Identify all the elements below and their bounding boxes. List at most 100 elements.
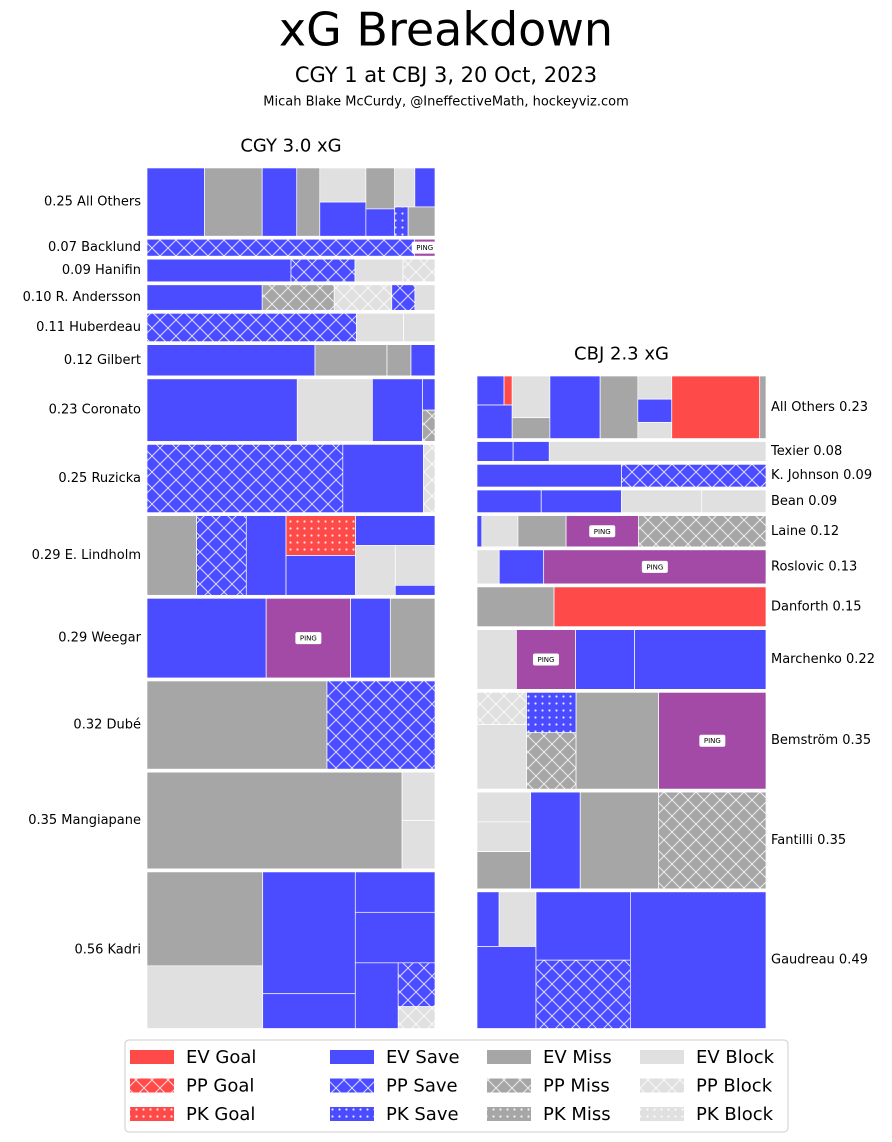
- player-label: 0.11 Huberdeau: [36, 320, 141, 335]
- shot: [262, 993, 356, 1029]
- shot: [759, 375, 767, 439]
- shot: [621, 489, 703, 513]
- shot: [314, 344, 388, 377]
- legend-swatch-pattern: [640, 1078, 684, 1093]
- shot: [296, 167, 321, 237]
- legend-swatch-pattern: [330, 1107, 374, 1121]
- player-label: Texier 0.08: [770, 444, 842, 459]
- player-label: Marchenko 0.22: [771, 652, 875, 667]
- chart-title: xG Breakdown: [279, 3, 613, 57]
- shot: [285, 555, 356, 596]
- shot: [476, 724, 527, 790]
- shot: [517, 515, 567, 548]
- shot: [397, 962, 436, 1007]
- shot: [511, 375, 551, 419]
- player-label: All Others 0.23: [771, 400, 868, 415]
- legend-label: PK Goal: [186, 1104, 255, 1125]
- player-label: 0.32 Dubé: [73, 718, 141, 733]
- shot: [526, 732, 577, 790]
- shot: [476, 851, 532, 890]
- shot: [637, 375, 673, 400]
- shot: [403, 312, 436, 342]
- player-label: 0.29 E. Lindholm: [32, 548, 141, 563]
- player-label: Roslovic 0.13: [771, 559, 857, 574]
- legend-label: EV Miss: [543, 1047, 612, 1068]
- shot: [575, 691, 660, 790]
- shot: [146, 344, 316, 377]
- shot: [671, 375, 761, 439]
- shot: [549, 375, 601, 439]
- shot: [196, 515, 247, 596]
- shot: [319, 167, 367, 203]
- team-title: CGY 3.0 xG: [240, 135, 341, 156]
- shot: [391, 284, 416, 311]
- shot: [701, 489, 767, 513]
- shot: [476, 691, 527, 725]
- shot: [535, 891, 631, 961]
- shot: [401, 820, 436, 870]
- player-label: Fantilli 0.35: [771, 833, 846, 848]
- legend-swatch: [640, 1050, 684, 1064]
- shot: [579, 791, 660, 890]
- shot: [414, 167, 436, 208]
- ping-label: PING: [537, 656, 554, 664]
- legend-label: EV Goal: [186, 1047, 256, 1068]
- player-label: K. Johnson 0.09: [771, 468, 872, 483]
- shot: [333, 284, 393, 311]
- shot: [354, 911, 436, 964]
- shot: [394, 545, 436, 586]
- chart-credit: Micah Blake McCurdy, @IneffectiveMath, h…: [263, 95, 629, 110]
- ping-label: PING: [300, 635, 317, 643]
- shot: [530, 791, 581, 890]
- ping-tag: [699, 734, 726, 747]
- shot: [326, 680, 436, 770]
- legend-label: PK Miss: [543, 1104, 611, 1125]
- ping-label: PING: [646, 563, 663, 571]
- shot: [476, 515, 483, 548]
- shot: [261, 167, 298, 237]
- player-label: 0.10 R. Andersson: [23, 290, 141, 305]
- chart-subtitle: CGY 1 at CBJ 3, 20 Oct, 2023: [295, 63, 597, 87]
- shot: [146, 771, 403, 870]
- legend-label: PK Block: [696, 1104, 774, 1125]
- shot: [261, 284, 335, 311]
- shot: [503, 375, 513, 406]
- shot: [476, 549, 500, 585]
- shot: [476, 891, 500, 947]
- player-label: 0.25 All Others: [44, 195, 141, 210]
- shot: [354, 258, 404, 283]
- legend-swatch-pattern: [487, 1078, 531, 1093]
- legend-swatch: [330, 1050, 374, 1064]
- legend-swatch-pattern: [130, 1107, 174, 1121]
- shot: [476, 441, 514, 462]
- shot: [401, 771, 436, 821]
- shot: [394, 584, 436, 596]
- shot: [372, 378, 423, 442]
- shot: [386, 344, 412, 377]
- shot: [394, 167, 416, 208]
- ping-tag: [532, 653, 559, 666]
- ping-label: PING: [704, 737, 721, 745]
- shot: [146, 965, 264, 1029]
- player-label: 0.12 Gilbert: [64, 353, 141, 368]
- legend-box: [124, 1039, 789, 1133]
- shot: [394, 206, 409, 237]
- player-label: 0.25 Ruzicka: [58, 471, 141, 486]
- shot: [365, 167, 396, 210]
- shot: [407, 206, 436, 237]
- shot: [621, 464, 767, 488]
- shot: [146, 258, 292, 283]
- ping-tag: [411, 241, 438, 254]
- shot: [481, 515, 519, 548]
- shot: [476, 489, 542, 513]
- shot: [355, 545, 396, 596]
- ping-tag: [589, 525, 616, 538]
- shot: [146, 444, 344, 513]
- player-label: Gaudreau 0.49: [771, 953, 868, 968]
- ping-label: PING: [416, 244, 433, 252]
- shot: [319, 201, 367, 237]
- shot: [498, 891, 537, 947]
- legend-swatch-pattern: [640, 1107, 684, 1121]
- player-label: 0.56 Kadri: [74, 943, 141, 958]
- shot: [548, 441, 767, 462]
